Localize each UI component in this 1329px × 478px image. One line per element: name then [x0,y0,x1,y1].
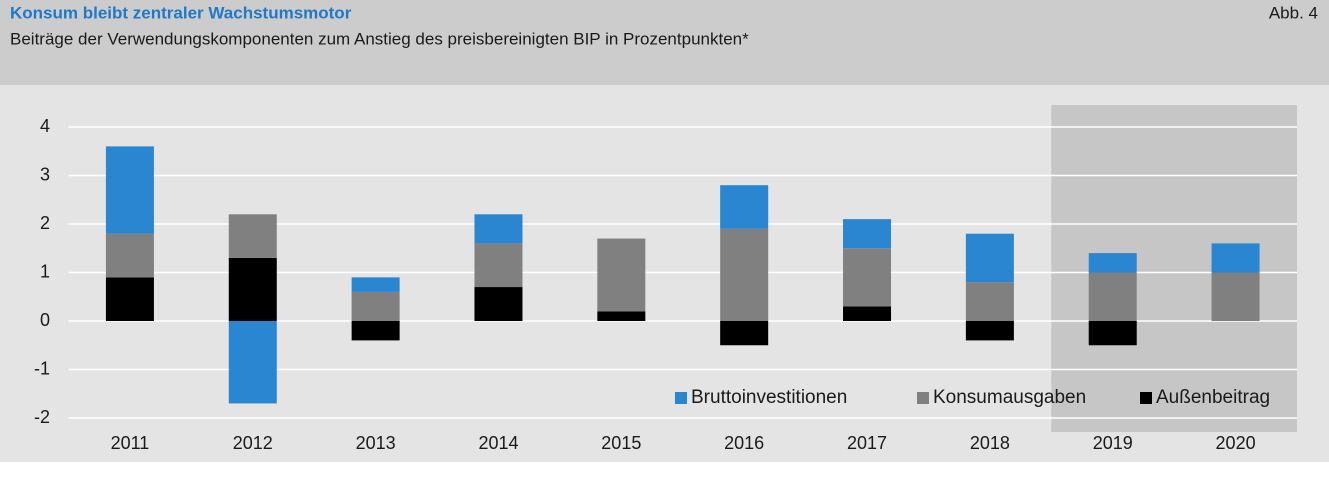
y-tick-label: -2 [34,407,50,427]
x-tick-label: 2014 [478,433,518,453]
x-tick-label: 2020 [1216,433,1256,453]
bar-segment [843,219,892,249]
bar-segment [597,238,646,312]
bar-segment [105,146,154,234]
y-tick-label: 0 [40,310,50,330]
legend-label: Konsumausgaben [933,387,1086,408]
x-tick-label: 2015 [601,433,641,453]
bar-segment [1211,243,1260,273]
bar-segment [720,321,769,346]
bar-segment [351,277,400,292]
x-tick-label: 2012 [233,433,273,453]
x-tick-label: 2016 [724,433,764,453]
y-tick-label: -1 [34,358,50,378]
bar-segment [597,311,646,321]
bar-segment [1088,321,1137,346]
bar-segment [351,321,400,341]
bar-segment [228,321,277,404]
bar-segment [105,233,154,278]
x-tick-label: 2011 [111,433,150,453]
x-tick-label: 2019 [1093,433,1133,453]
forecast-shade [1051,105,1297,432]
legend-label: Bruttoinvestitionen [691,387,847,408]
y-tick-label: 2 [40,213,50,233]
x-tick-label: 2018 [970,433,1010,453]
bar-segment [105,277,154,321]
bar-segment [720,228,769,321]
bar-segment [965,321,1014,341]
bar-segment [228,214,277,258]
bar-segment [720,185,769,229]
header-bg [0,0,1329,85]
bar-segment [965,282,1014,321]
bar-segment [474,214,523,244]
chart-subtitle: Beiträge der Verwendungskomponenten zum … [10,29,749,48]
bar-segment [474,243,523,288]
bar-segment [843,306,892,321]
x-tick-label: 2013 [356,433,396,453]
legend-swatch [675,392,687,404]
legend-label: Außenbeitrag [1156,387,1270,408]
bar-segment [843,248,892,307]
bar-segment [351,291,400,321]
bar-segment [1211,272,1260,321]
bar-segment [1088,253,1137,273]
bar-segment [965,233,1014,283]
x-tick-label: 2017 [847,433,887,453]
y-tick-label: 1 [40,261,50,281]
y-tick-label: 4 [40,116,50,136]
bar-segment [474,287,523,321]
figure-label: Abb. 4 [1269,3,1318,22]
bar-segment [1088,272,1137,321]
legend-swatch [917,392,929,404]
bar-segment [228,257,277,321]
chart-title: Konsum bleibt zentraler Wachstumsmotor [10,3,352,22]
y-tick-label: 3 [40,164,50,184]
legend-swatch [1140,392,1152,404]
